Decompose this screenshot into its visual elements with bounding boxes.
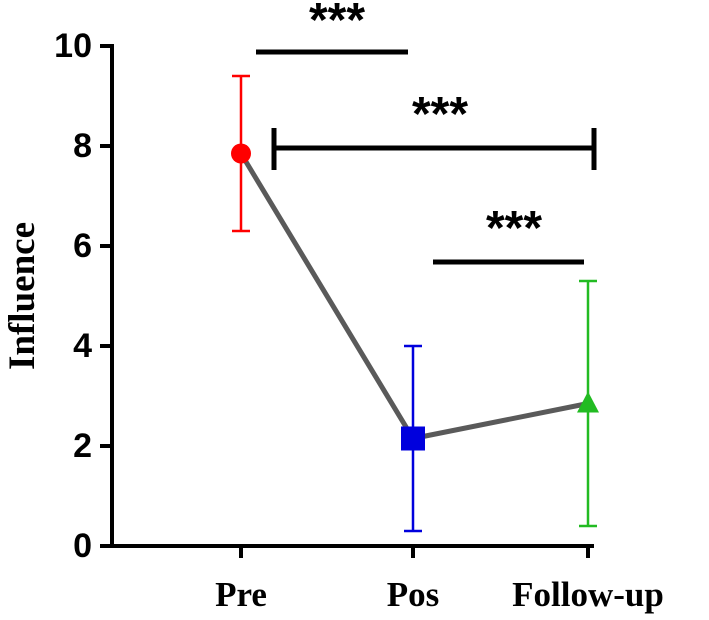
y-tick-label: 6 [73,227,92,265]
y-tick-label: 10 [54,27,92,65]
y-tick-label: 4 [73,327,92,365]
y-tick-label: 0 [73,527,92,565]
data-point-circle [231,143,251,164]
significance-label: *** [309,0,365,47]
data-point-triangle [577,391,599,413]
x-tick-label: Follow-up [512,575,664,614]
x-ticks: Pre Pos Follow-up [215,546,664,614]
series [231,74,599,533]
significance-label: *** [412,88,468,141]
y-axis-title: Influence [2,222,43,370]
significance-annotations: *** *** *** [256,0,597,265]
x-tick-label: Pre [215,575,267,614]
significance-label: *** [486,202,542,255]
series-line [238,152,589,441]
y-tick-label: 8 [73,127,92,165]
axes [110,44,594,548]
x-tick-label: Pos [387,575,440,614]
data-point-square [401,426,425,451]
y-tick-label: 2 [73,427,92,465]
y-ticks: 0 2 4 6 8 10 [54,27,112,565]
